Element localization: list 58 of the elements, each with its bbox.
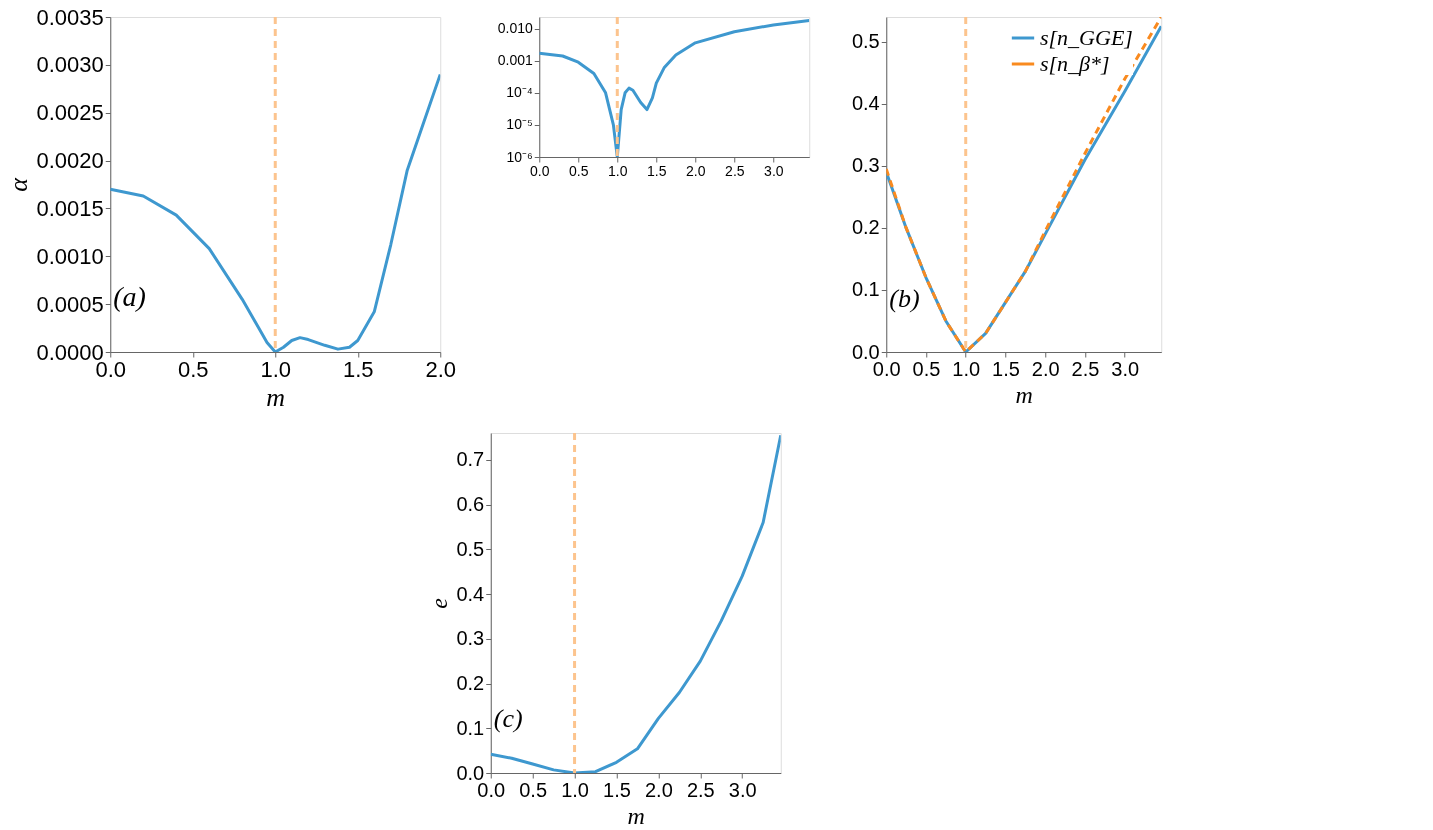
x-tick-label: 1.0 [952, 357, 981, 380]
y-tick-label: 0.0010 [36, 243, 104, 269]
x-tick-label: 2.0 [686, 162, 706, 179]
x-tick-label: 1.0 [608, 162, 628, 179]
y-tick-label: 0.1 [456, 716, 485, 739]
y-tick-label: 0.4 [851, 92, 880, 115]
y-tick-label: 0.0 [851, 340, 880, 363]
x-tick-label: 1.5 [603, 778, 631, 801]
legend-label: s[n_β*] [1040, 51, 1110, 76]
y-tick-label: 0.3 [456, 627, 485, 650]
y-tick-label: 10⁻⁵ [506, 116, 533, 133]
y-tick-label: 10⁻⁶ [506, 148, 533, 165]
x-tick-label: 1.5 [647, 162, 667, 179]
x-axis-title: m [1015, 381, 1033, 408]
x-tick-label: 3.0 [1111, 357, 1140, 380]
y-axis-title: α [4, 176, 34, 192]
y-tick-label: 0.5 [851, 30, 880, 53]
annotation: (b) [889, 283, 920, 313]
y-tick-label: 0.6 [456, 493, 485, 516]
y-tick-label: 0.0030 [36, 52, 104, 78]
y-tick-label: 0.0020 [36, 148, 104, 174]
y-tick-label: 0.0025 [36, 100, 104, 126]
y-tick-label: 0.5 [456, 537, 485, 560]
y-axis-title: e [426, 597, 453, 609]
x-tick-label: 2.0 [644, 778, 673, 801]
annotation: (a) [113, 280, 146, 312]
x-axis-title: m [266, 382, 286, 412]
y-tick-label: 0.0005 [36, 291, 104, 317]
x-tick-label: 3.0 [764, 162, 784, 179]
x-tick-label: 3.0 [728, 778, 757, 801]
y-tick-label: 0.1 [851, 278, 880, 301]
y-tick-label: 10⁻⁴ [506, 84, 533, 101]
x-tick-label: 2.0 [1031, 357, 1060, 380]
y-tick-label: 0.4 [456, 582, 485, 605]
x-tick-label: 2.0 [425, 356, 457, 382]
x-tick-label: 2.5 [725, 162, 745, 179]
y-tick-label: 0.0035 [36, 4, 104, 30]
x-tick-label: 1.5 [992, 357, 1020, 380]
y-tick-label: 0.0 [456, 761, 485, 784]
x-tick-label: 0.5 [177, 356, 209, 382]
x-tick-label: 0.5 [569, 162, 589, 179]
x-tick-label: 2.5 [686, 778, 715, 801]
x-tick-label: 2.5 [1071, 357, 1100, 380]
x-tick-label: 1.0 [561, 778, 589, 801]
annotation: (c) [493, 704, 523, 734]
y-tick-label: 0.0015 [36, 195, 104, 221]
y-tick-label: 0.3 [851, 154, 880, 177]
x-tick-label: 0.0 [530, 162, 550, 179]
x-tick-label: 1.5 [342, 356, 374, 382]
x-axis-title: m [627, 802, 645, 829]
x-tick-label: 1.0 [260, 356, 292, 382]
x-tick-label: 0.5 [912, 357, 941, 380]
y-tick-label: 0.001 [497, 52, 533, 69]
y-tick-label: 0.2 [851, 216, 880, 239]
legend-label: s[n_GGE] [1040, 25, 1133, 50]
y-tick-label: 0.010 [497, 20, 533, 37]
y-tick-label: 0.7 [456, 448, 485, 471]
y-tick-label: 0.2 [456, 672, 485, 695]
